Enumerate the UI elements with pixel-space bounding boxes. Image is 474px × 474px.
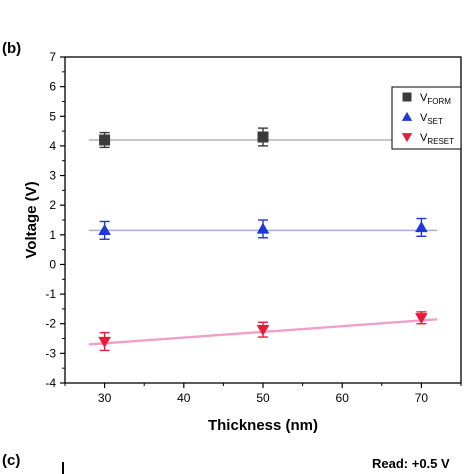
data-point-form (99, 134, 111, 146)
x-tick-label: 30 (98, 391, 112, 405)
fit-lines (88, 139, 438, 346)
x-tick-label: 60 (336, 391, 350, 405)
x-axis-title: Thickness (nm) (208, 417, 318, 434)
y-tick-label: 7 (49, 50, 56, 64)
panel-label-c: (c) (2, 452, 21, 469)
panel-c-read-label: Read: +0.5 V (372, 456, 450, 471)
legend-label-reset: VRESET (420, 132, 454, 146)
y-tick-label: 2 (49, 198, 56, 212)
y-tick-label: -3 (45, 346, 56, 360)
panel-label-b: (b) (2, 40, 22, 57)
y-tick-label: -2 (45, 317, 56, 331)
y-tick-label: -4 (45, 376, 56, 390)
y-tick-label: -1 (45, 287, 56, 301)
data-point-reset (98, 336, 111, 348)
y-tick-label: 1 (49, 228, 56, 242)
axes: -4 -3 -2 -1 0 1 2 3 4 5 6 7 30 40 50 60 70 (45, 50, 462, 405)
data-markers (98, 131, 428, 348)
error-bars (99, 127, 427, 352)
x-tick-label: 40 (177, 391, 191, 405)
x-tick-label: 50 (256, 391, 270, 405)
y-tick-label: 0 (49, 257, 56, 271)
data-point-set (256, 222, 270, 234)
legend-marker-reset (401, 133, 413, 143)
x-tick-label: 70 (415, 391, 429, 405)
y-tick-label: 5 (49, 109, 56, 123)
y-tick-label: 3 (49, 169, 56, 183)
legend-marker-form (402, 92, 412, 102)
legend-label-set: VSET (420, 112, 443, 126)
legend: VFORM VSET VRESET (391, 86, 462, 150)
data-point-reset (256, 324, 270, 336)
legend-marker-set (401, 111, 413, 121)
data-point-form (257, 131, 269, 143)
legend-label-form: VFORM (420, 92, 451, 106)
data-point-set (415, 221, 428, 233)
data-point-set (98, 224, 111, 236)
y-tick-label: 4 (49, 139, 56, 153)
panel-c-tick-mark (62, 462, 64, 474)
y-axis-title: Voltage (V) (23, 181, 40, 258)
data-point-reset (415, 313, 428, 325)
y-tick-label: 6 (49, 80, 56, 94)
